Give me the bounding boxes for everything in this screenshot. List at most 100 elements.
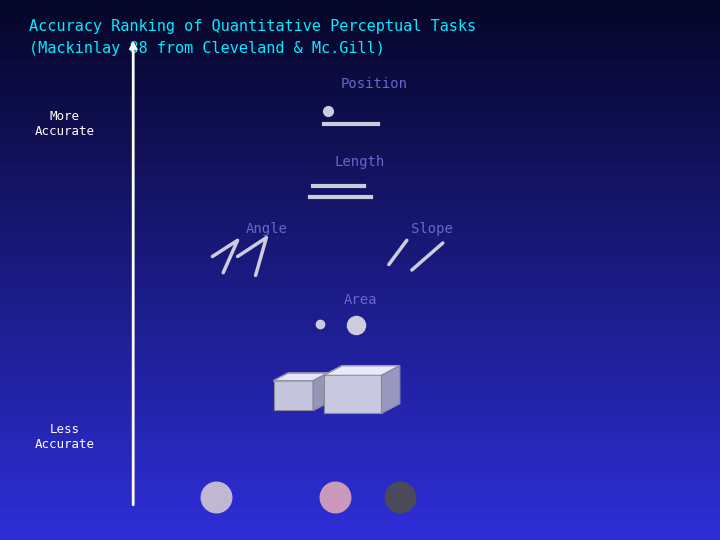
Bar xyxy=(0,437,720,439)
Bar xyxy=(0,43,720,45)
Bar xyxy=(0,258,720,259)
Bar xyxy=(0,131,720,133)
Bar xyxy=(0,412,720,414)
Bar xyxy=(0,144,720,146)
Bar xyxy=(0,403,720,405)
Bar xyxy=(0,201,720,204)
Bar xyxy=(0,520,720,522)
Bar xyxy=(0,259,720,261)
Bar xyxy=(0,187,720,189)
Bar xyxy=(0,367,720,369)
Bar xyxy=(0,421,720,423)
Bar xyxy=(0,497,720,498)
Bar xyxy=(0,7,720,9)
Bar xyxy=(0,396,720,398)
Bar xyxy=(0,342,720,344)
Bar xyxy=(0,290,720,292)
Bar xyxy=(0,302,720,304)
Bar xyxy=(0,162,720,164)
Bar xyxy=(0,54,720,56)
Bar xyxy=(0,117,720,119)
Bar xyxy=(0,427,720,428)
Bar xyxy=(0,536,720,538)
Bar xyxy=(0,295,720,297)
Bar xyxy=(0,474,720,475)
Bar xyxy=(0,339,720,340)
Text: Accuracy Ranking of Quantitative Perceptual Tasks: Accuracy Ranking of Quantitative Percept… xyxy=(29,19,476,34)
Bar xyxy=(0,49,720,50)
Bar xyxy=(0,263,720,265)
Bar xyxy=(0,115,720,117)
Bar xyxy=(0,475,720,477)
Bar xyxy=(0,106,720,108)
Bar xyxy=(0,180,720,182)
Bar xyxy=(0,171,720,173)
Bar xyxy=(0,245,720,247)
Bar xyxy=(0,430,720,432)
Bar xyxy=(0,484,720,486)
Text: Slope: Slope xyxy=(411,222,453,237)
Bar xyxy=(0,410,720,412)
Polygon shape xyxy=(313,373,328,410)
Bar xyxy=(0,12,720,15)
Bar xyxy=(0,104,720,106)
Bar xyxy=(0,133,720,135)
Bar xyxy=(0,209,720,211)
Bar xyxy=(0,255,720,258)
Bar xyxy=(0,335,720,336)
Bar xyxy=(0,184,720,185)
Bar xyxy=(0,320,720,322)
Bar xyxy=(0,211,720,212)
Bar xyxy=(0,5,720,7)
Bar xyxy=(0,455,720,457)
Bar xyxy=(0,173,720,174)
Bar xyxy=(0,119,720,120)
Bar xyxy=(0,214,720,216)
Bar xyxy=(0,471,720,474)
Bar xyxy=(0,336,720,339)
Bar xyxy=(0,198,720,200)
Bar xyxy=(0,355,720,356)
Bar xyxy=(0,414,720,416)
Bar xyxy=(0,266,720,268)
Bar xyxy=(0,353,720,355)
Bar xyxy=(0,333,720,335)
Bar xyxy=(0,470,720,471)
Bar xyxy=(274,381,313,410)
Bar xyxy=(0,158,720,160)
Bar xyxy=(0,124,720,126)
Bar xyxy=(0,344,720,346)
Text: Angle: Angle xyxy=(246,222,287,237)
Bar xyxy=(0,166,720,167)
Bar xyxy=(0,147,720,150)
Bar xyxy=(0,11,720,12)
Bar xyxy=(0,529,720,531)
Bar xyxy=(0,238,720,239)
Bar xyxy=(0,394,720,396)
Bar xyxy=(0,275,720,277)
Bar xyxy=(0,349,720,351)
Bar xyxy=(0,459,720,461)
Bar xyxy=(0,407,720,409)
Bar xyxy=(0,36,720,38)
Bar xyxy=(0,351,720,353)
Bar xyxy=(0,515,720,517)
Bar xyxy=(0,279,720,281)
Bar xyxy=(0,231,720,232)
Bar xyxy=(0,285,720,286)
Bar xyxy=(0,376,720,378)
Bar xyxy=(0,400,720,401)
Bar xyxy=(0,454,720,455)
Bar xyxy=(0,212,720,214)
Bar xyxy=(0,232,720,234)
Bar xyxy=(0,461,720,463)
Bar xyxy=(0,326,720,328)
Bar xyxy=(0,319,720,320)
Text: Area: Area xyxy=(343,293,377,307)
Bar xyxy=(0,301,720,302)
Bar xyxy=(0,177,720,178)
Bar xyxy=(0,25,720,27)
Bar xyxy=(0,137,720,139)
Bar xyxy=(0,528,720,529)
Bar xyxy=(0,346,720,347)
